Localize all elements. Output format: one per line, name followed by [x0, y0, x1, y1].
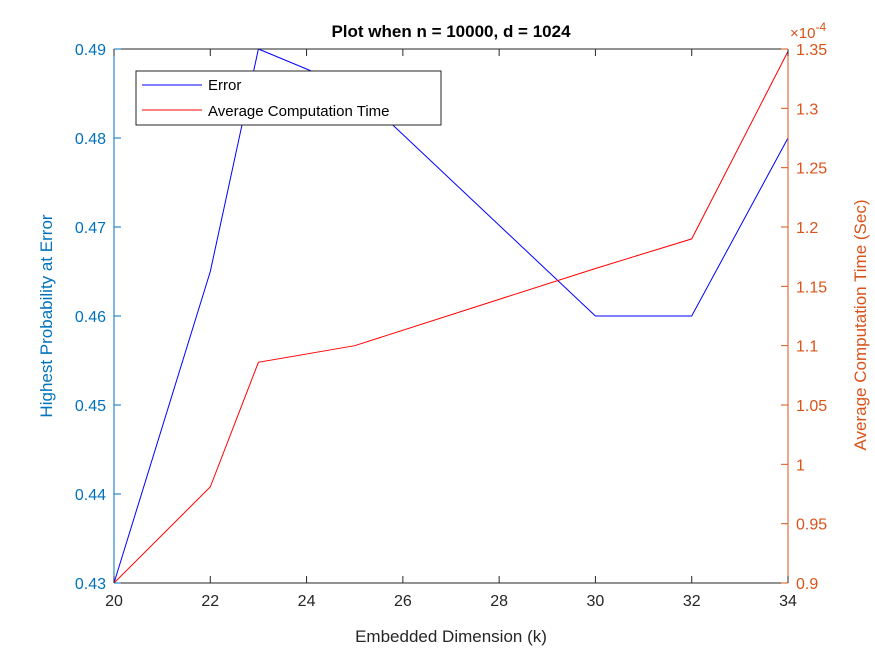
- y-right-tick-label: 1.25: [796, 161, 827, 178]
- y-left-tick-label: 0.49: [75, 42, 106, 59]
- series-line-average-computation-time: [113, 51, 789, 584]
- x-axis-label: Embedded Dimension (k): [355, 627, 547, 646]
- y-axis-left-label: Highest Probability at Error: [37, 214, 56, 417]
- y-right-tick-label: 1.15: [796, 279, 827, 296]
- legend: Error Average Computation Time: [135, 70, 442, 126]
- y-left-tick-label: 0.43: [75, 576, 106, 593]
- axes: 20 22 24 26 28 30 32 34 0.43 0.44 0.45 0.46 0.47 0.48…: [75, 42, 827, 610]
- y-right-tick-label: 1.2: [796, 220, 818, 237]
- y-right-tick-label: 1: [796, 457, 805, 474]
- y-right-tick-label: 1.35: [796, 42, 827, 59]
- y-right-tick-label: 0.95: [796, 517, 827, 534]
- y-left-tick-label: 0.46: [75, 309, 106, 326]
- x-tick-label: 32: [683, 593, 701, 610]
- y-left-tick-label: 0.45: [75, 398, 106, 415]
- legend-label-error: Error: [208, 77, 241, 94]
- x-tick-label: 22: [201, 593, 219, 610]
- legend-label-average-computation-time: Average Computation Time: [208, 103, 390, 120]
- x-tick-label: 30: [587, 593, 605, 610]
- x-tick-label: 28: [490, 593, 508, 610]
- x-tick-label: 34: [779, 593, 797, 610]
- series-line-error: [113, 48, 789, 584]
- y-right-tick-label: 0.9: [796, 576, 818, 593]
- y-right-tick-label: 1.3: [796, 101, 818, 118]
- x-tick-label: 26: [394, 593, 412, 610]
- x-tick-label: 24: [298, 593, 316, 610]
- plot-area: [113, 48, 789, 584]
- y-axis-right-label: Average Computation Time (Sec): [851, 199, 870, 450]
- y-left-tick-label: 0.44: [75, 487, 106, 504]
- y-left-tick-label: 0.47: [75, 220, 106, 237]
- chart-title: Plot when n = 10000, d = 1024: [331, 22, 571, 41]
- y-right-tick-label: 1.05: [796, 398, 827, 415]
- legend-box: [135, 70, 442, 126]
- y-right-tick-label: 1.1: [796, 339, 818, 356]
- x-tick-label: 20: [105, 593, 123, 610]
- right-axis-exponent-label: ×10-4: [790, 20, 826, 42]
- y-left-tick-label: 0.48: [75, 131, 106, 148]
